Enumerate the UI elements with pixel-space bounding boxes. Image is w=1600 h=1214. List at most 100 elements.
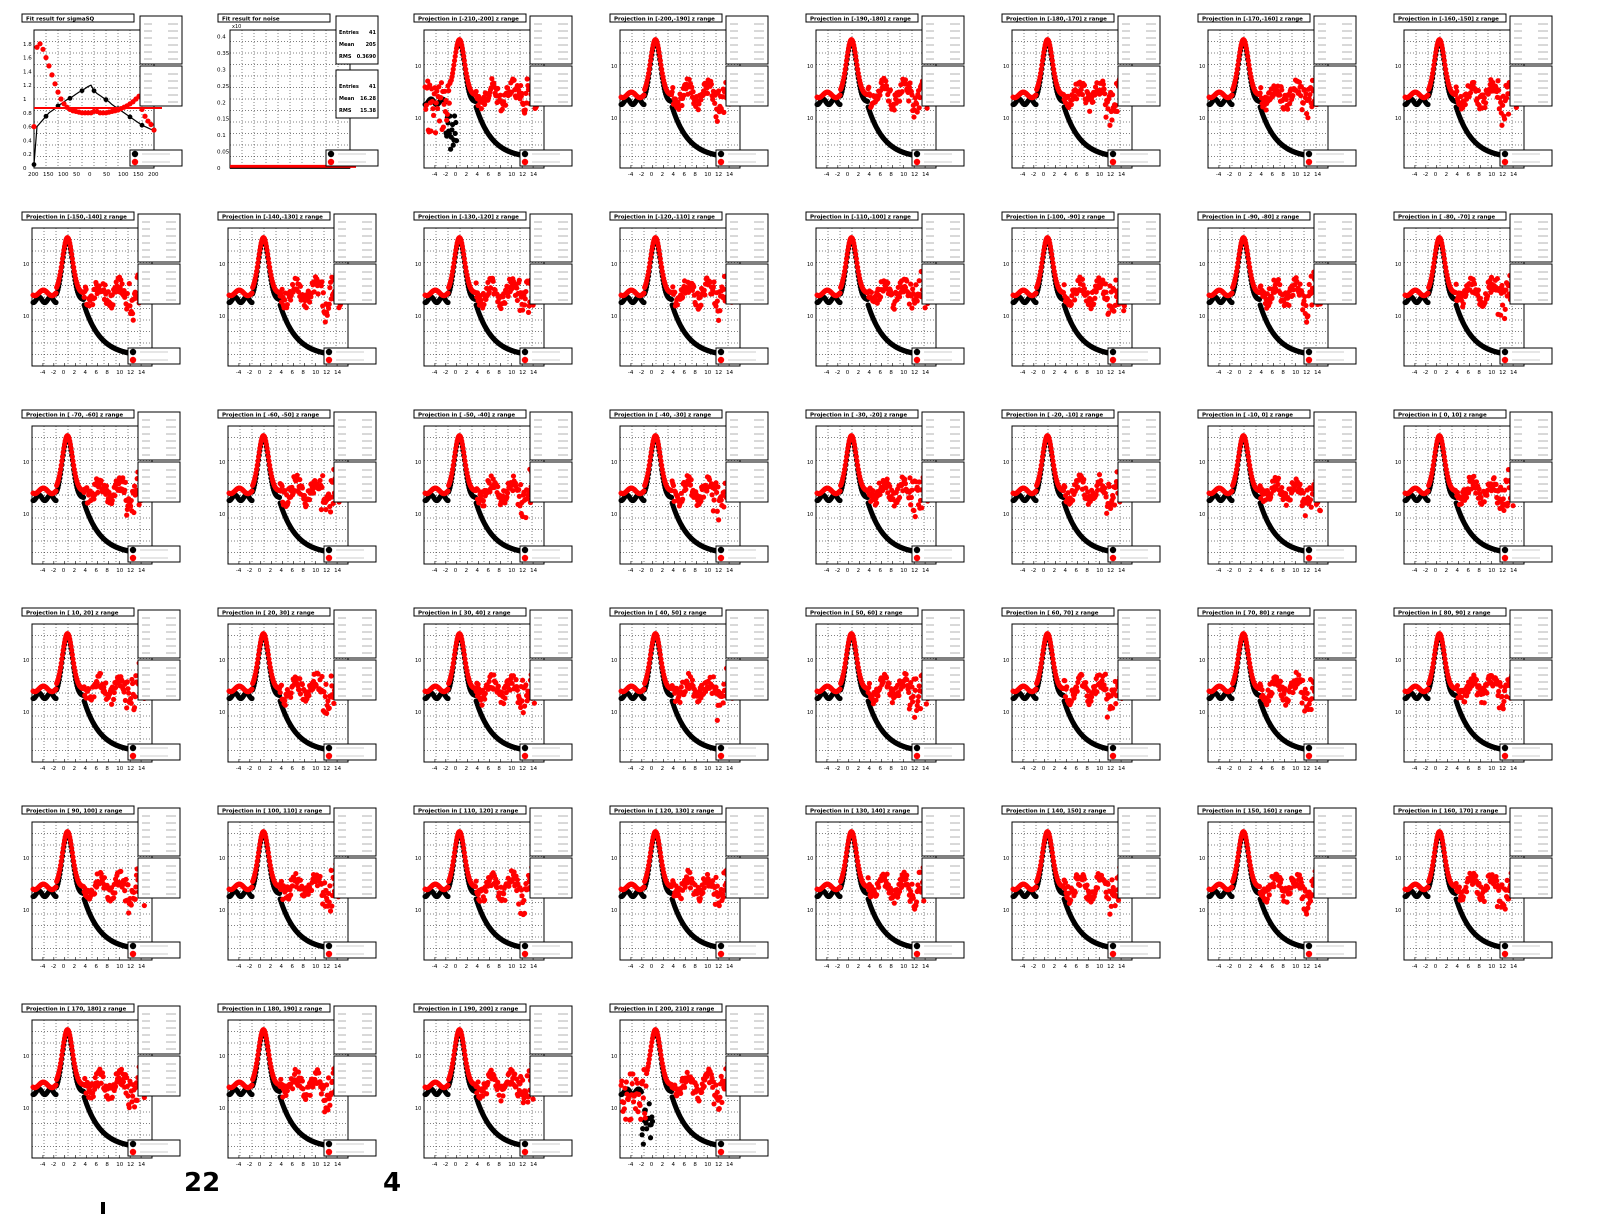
data-point-red [658, 62, 664, 68]
data-point-red [1482, 104, 1488, 111]
y-tick-label: 10 [807, 116, 813, 122]
data-point-red [657, 53, 663, 59]
data-point-red [511, 77, 517, 83]
data-point-red [1109, 117, 1115, 123]
y-tick-label: 10 [1003, 116, 1009, 122]
data-point-red [127, 303, 133, 309]
x-tick-label: 12 [1499, 172, 1506, 178]
y-tick-label: 1 [23, 97, 27, 103]
stats-value: 16.28 [360, 96, 376, 102]
x-tick-label: 4 [672, 172, 676, 178]
x-tick-label: 10 [1096, 370, 1103, 376]
y-tick-label: 0.6 [23, 125, 32, 131]
projection-panel: Projection in [-200,-190] z range 10 10 -4-… [609, 13, 769, 178]
data-point-red [1475, 87, 1481, 94]
x-tick-label: 4 [1456, 172, 1460, 178]
data-point-red [670, 284, 676, 290]
data-point-red [1481, 95, 1487, 101]
x-tick-label: -4 [236, 370, 242, 376]
data-point-red [478, 106, 484, 112]
data-point-red [450, 66, 456, 72]
data-point-red [119, 281, 125, 287]
stats-key: RMS [339, 54, 352, 60]
legend-box [715, 347, 769, 365]
projection-panel: Projection in [-210,-200] z range 10 10 -4-… [413, 13, 573, 178]
data-point-red [327, 285, 333, 291]
x-tick-label: 0 [846, 370, 850, 376]
x-tick-label: 2 [1053, 370, 1057, 376]
data-point-red [430, 106, 436, 112]
y-tick-label: 1.2 [23, 83, 32, 89]
data-point-red [691, 284, 697, 290]
legend-box [911, 347, 965, 365]
x-tick-label: 14 [922, 370, 929, 376]
x-tick-label: 6 [1074, 370, 1078, 376]
x-tick-label: 50 [103, 172, 110, 178]
stats-box [921, 263, 965, 305]
data-point-black [668, 296, 675, 302]
data-point-red [126, 281, 132, 287]
data-point-red [716, 317, 722, 323]
data-point-red [1109, 92, 1116, 98]
data-point-black [1033, 299, 1039, 306]
data-point-black [79, 88, 85, 94]
projection-panel: Projection in [-190,-180] z range 10 10 -4-… [805, 13, 965, 178]
data-point-black [448, 146, 454, 152]
data-point-red [498, 305, 504, 312]
x-tick-label: 12 [519, 172, 526, 178]
legend-box [127, 347, 181, 365]
stats-key: Entries [339, 84, 359, 90]
stats-value: 41 [369, 30, 376, 36]
chart-title: Projection in [-100, -90] z range [1006, 215, 1105, 221]
x-tick-label: -2 [247, 370, 252, 376]
data-point-red [440, 124, 447, 130]
data-point-red [711, 279, 717, 285]
data-point-red [434, 105, 441, 112]
data-point-red [520, 307, 526, 313]
x-tick-label: 200 [28, 172, 39, 178]
y-tick-label: 10 [807, 262, 813, 268]
y-tick-label: 0.15 [217, 117, 230, 123]
legend-box [325, 149, 379, 167]
data-point-red [907, 80, 913, 86]
y-tick-label: 10 [611, 314, 617, 320]
stats-box [139, 65, 183, 107]
data-point-red [916, 105, 922, 111]
data-point-red [315, 291, 321, 297]
data-point-red [1039, 62, 1045, 68]
data-point-red [843, 62, 849, 68]
x-tick-label: -4 [432, 370, 438, 376]
data-point-black [1425, 101, 1431, 108]
x-tick-label: 4 [1064, 370, 1068, 376]
x-tick-label: -4 [824, 172, 830, 178]
data-point-red [523, 90, 529, 96]
data-point-black [837, 101, 843, 108]
data-point-red [461, 53, 467, 59]
x-tick-label: -4 [1216, 172, 1222, 178]
y-tick-label: 10 [1003, 64, 1009, 70]
data-point-red [516, 277, 522, 283]
legend-marker-red [913, 356, 921, 364]
data-point-red [1090, 99, 1096, 105]
legend-box [715, 149, 769, 167]
data-point-red [1258, 85, 1264, 91]
data-point-red [324, 312, 330, 318]
data-point-red [518, 82, 524, 89]
y-tick-label: 10 [807, 64, 813, 70]
data-point-red [891, 107, 897, 113]
legend-marker-red [1109, 158, 1117, 166]
data-point-red [656, 49, 662, 55]
x-tick-label: 12 [1303, 172, 1310, 178]
legend-marker-black [717, 348, 725, 356]
x-tick-label: -4 [628, 370, 634, 376]
data-point-red [31, 124, 37, 130]
data-point-black [31, 162, 37, 167]
legend-marker-black [1305, 150, 1313, 158]
chart-title: Projection in [-190,-180] z range [810, 17, 911, 23]
data-point-red [49, 72, 55, 78]
x-tick-label: 0 [650, 370, 654, 376]
data-point-red [1257, 90, 1263, 96]
data-point-red [648, 53, 654, 59]
x-tick-label: -4 [1020, 172, 1026, 178]
data-point-red [922, 305, 928, 311]
